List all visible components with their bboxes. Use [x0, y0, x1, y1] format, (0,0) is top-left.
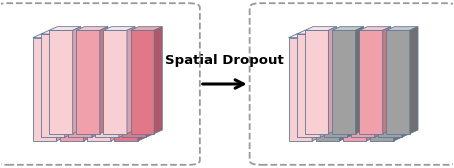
Polygon shape [60, 34, 92, 38]
Text: Spatial Dropout: Spatial Dropout [165, 54, 284, 67]
Polygon shape [383, 27, 391, 134]
Polygon shape [289, 38, 312, 141]
Polygon shape [68, 30, 100, 34]
Polygon shape [347, 30, 355, 137]
Polygon shape [297, 34, 320, 137]
Polygon shape [343, 34, 375, 38]
Polygon shape [386, 27, 418, 30]
Polygon shape [154, 27, 162, 134]
Polygon shape [127, 27, 135, 134]
Polygon shape [33, 38, 56, 141]
Polygon shape [84, 34, 92, 141]
Polygon shape [64, 30, 73, 137]
Polygon shape [131, 27, 162, 30]
Polygon shape [114, 38, 138, 141]
Polygon shape [316, 38, 339, 141]
Polygon shape [131, 30, 154, 134]
Polygon shape [104, 27, 135, 30]
Polygon shape [351, 30, 383, 34]
Polygon shape [339, 34, 347, 141]
Polygon shape [410, 27, 418, 134]
Polygon shape [332, 30, 355, 134]
Polygon shape [402, 30, 410, 137]
Polygon shape [119, 30, 127, 137]
Polygon shape [320, 30, 328, 137]
Polygon shape [343, 38, 366, 141]
Polygon shape [104, 30, 127, 134]
Polygon shape [76, 30, 100, 134]
Polygon shape [375, 30, 383, 137]
Polygon shape [68, 34, 92, 137]
Polygon shape [332, 27, 364, 30]
Polygon shape [359, 30, 383, 134]
Polygon shape [100, 27, 108, 134]
Polygon shape [123, 34, 146, 137]
Polygon shape [366, 34, 375, 141]
FancyBboxPatch shape [250, 3, 454, 165]
Polygon shape [289, 34, 320, 38]
Polygon shape [324, 34, 347, 137]
Polygon shape [87, 38, 111, 141]
Polygon shape [56, 34, 64, 141]
Polygon shape [87, 34, 119, 38]
Polygon shape [355, 27, 364, 134]
Polygon shape [33, 34, 64, 38]
Polygon shape [378, 34, 402, 137]
Polygon shape [378, 30, 410, 34]
FancyBboxPatch shape [0, 3, 200, 165]
Polygon shape [123, 30, 154, 34]
Polygon shape [370, 38, 394, 141]
Polygon shape [138, 34, 146, 141]
Polygon shape [316, 34, 347, 38]
Polygon shape [114, 34, 146, 38]
Polygon shape [359, 27, 391, 30]
Polygon shape [49, 27, 81, 30]
Polygon shape [370, 34, 402, 38]
Polygon shape [146, 30, 154, 137]
Polygon shape [305, 27, 336, 30]
Polygon shape [76, 27, 108, 30]
Polygon shape [92, 30, 100, 137]
Polygon shape [297, 30, 328, 34]
Polygon shape [73, 27, 81, 134]
Polygon shape [328, 27, 336, 134]
Polygon shape [41, 34, 64, 137]
Polygon shape [312, 34, 320, 141]
Polygon shape [41, 30, 73, 34]
Polygon shape [95, 34, 119, 137]
Polygon shape [60, 38, 84, 141]
Polygon shape [351, 34, 375, 137]
Polygon shape [324, 30, 355, 34]
Polygon shape [95, 30, 127, 34]
Polygon shape [111, 34, 119, 141]
Polygon shape [305, 30, 328, 134]
Polygon shape [49, 30, 73, 134]
Polygon shape [394, 34, 402, 141]
Polygon shape [386, 30, 410, 134]
